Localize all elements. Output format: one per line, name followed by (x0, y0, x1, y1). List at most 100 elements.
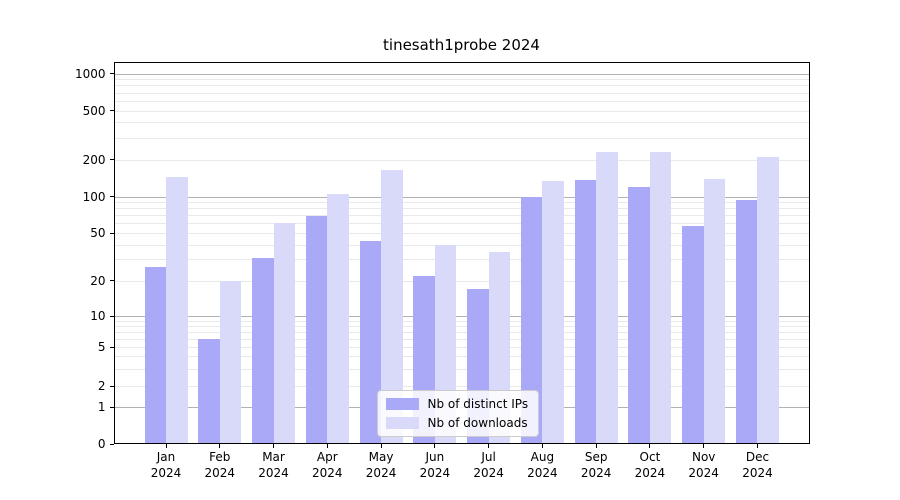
x-tick-label: May 2024 (365, 450, 397, 480)
y-tick-label: 100 (82, 189, 106, 204)
bar-distinct-ips (198, 338, 220, 444)
x-tick-mark (649, 444, 651, 448)
x-tick-mark (434, 444, 436, 448)
gridline-minor (113, 100, 810, 102)
gridline-minor (113, 356, 810, 358)
gridline-minor (113, 215, 810, 217)
bar-downloads (542, 181, 564, 444)
gridline-minor (113, 92, 810, 94)
bar-distinct-ips (735, 199, 758, 444)
x-tick-label: Apr 2024 (312, 450, 343, 480)
x-tick-label: Oct 2024 (634, 450, 666, 480)
x-tick-label: Jul 2024 (473, 450, 504, 480)
bar-downloads (327, 194, 349, 444)
bar-distinct-ips (520, 196, 543, 444)
gridline-minor (113, 122, 810, 124)
gridline-minor (113, 159, 810, 161)
chart-title: tinesath1probe 2024 (383, 36, 540, 54)
bar-downloads (381, 169, 403, 444)
gridline-minor (113, 233, 810, 234)
x-tick-label: Jan 2024 (150, 450, 182, 480)
bar-downloads (273, 222, 296, 444)
gridline-minor (113, 110, 810, 112)
gridline-minor (113, 259, 810, 261)
y-tick-mark (109, 196, 114, 198)
bar-distinct-ips (574, 179, 597, 444)
x-tick-mark (273, 444, 275, 448)
x-tick-mark (326, 444, 328, 448)
legend-swatch-distinct-ips (385, 397, 419, 410)
y-tick-label: 10 (90, 309, 106, 323)
bar-distinct-ips (252, 257, 274, 444)
x-tick-label: Aug 2024 (527, 450, 558, 480)
y-tick-mark (109, 73, 114, 74)
gridline-minor (113, 347, 810, 348)
gridline-minor (113, 202, 810, 204)
x-tick-label: Dec 2024 (742, 450, 773, 480)
y-tick-label: 5 (97, 340, 106, 354)
x-tick-label: Sep 2024 (580, 450, 612, 480)
legend-swatch-downloads (385, 416, 419, 429)
bar-distinct-ips (359, 240, 382, 444)
bar-distinct-ips (628, 187, 650, 444)
x-tick-mark (541, 444, 543, 448)
legend-item-distinct-ips: Nb of distinct IPs (385, 396, 529, 411)
x-tick-mark (756, 444, 758, 448)
x-tick-label: Feb 2024 (204, 450, 236, 480)
y-tick-label: 1000 (74, 66, 106, 81)
y-tick-mark (109, 406, 114, 408)
x-tick-mark (165, 444, 167, 448)
y-tick-label: 50 (90, 226, 106, 240)
gridline-minor (113, 338, 810, 340)
y-tick-label: 20 (90, 273, 106, 288)
y-tick-mark (109, 443, 114, 445)
gridline-minor (113, 280, 810, 282)
gridline-minor (113, 331, 810, 333)
x-tick-mark (380, 444, 382, 448)
x-tick-mark (488, 444, 490, 448)
x-tick-mark (595, 444, 597, 448)
y-tick-label: 1 (97, 400, 106, 414)
y-tick-mark (109, 315, 114, 317)
bar-downloads (757, 157, 779, 444)
y-tick-mark (109, 346, 114, 348)
y-tick-mark (109, 280, 114, 281)
gridline-minor (113, 325, 810, 327)
y-tick-label: 0 (97, 437, 106, 451)
bar-distinct-ips (305, 216, 328, 444)
gridline-minor (113, 244, 810, 246)
legend: Nb of distinct IPs Nb of downloads (376, 389, 540, 437)
bar-distinct-ips (682, 226, 704, 444)
bar-downloads (649, 152, 672, 444)
x-tick-label: Jun 2024 (419, 450, 451, 480)
gridline-major (113, 73, 810, 75)
x-tick-mark (219, 444, 221, 448)
bar-downloads (219, 280, 242, 444)
plot-area: Nb of distinct IPs Nb of downloads 0 1 2 5 1… (75, 61, 810, 480)
bar-downloads (166, 176, 188, 444)
legend-label-distinct-ips: Nb of distinct IPs (427, 396, 529, 411)
gridline-minor (113, 79, 810, 81)
gridline-major (113, 196, 810, 198)
y-tick-label: 500 (82, 103, 106, 118)
y-tick-mark (109, 385, 114, 387)
y-tick-label: 2 (97, 379, 106, 393)
gridline-minor (113, 386, 810, 387)
legend-item-downloads: Nb of downloads (385, 416, 529, 430)
gridline-minor (113, 137, 810, 139)
gridline-minor (113, 368, 810, 370)
gridline-minor (113, 320, 810, 322)
bar-distinct-ips (144, 266, 166, 444)
gridline-minor (113, 85, 810, 87)
x-tick-label: Nov 2024 (688, 450, 719, 480)
x-tick-mark (703, 444, 705, 448)
x-tick-label: Mar 2024 (258, 450, 289, 480)
gridline-minor (113, 223, 810, 225)
y-tick-mark (109, 110, 114, 111)
gridline-minor (113, 208, 810, 210)
bar-downloads (596, 152, 618, 444)
bar-downloads (703, 179, 726, 444)
y-tick-mark (109, 232, 114, 234)
gridline-major (113, 316, 810, 317)
